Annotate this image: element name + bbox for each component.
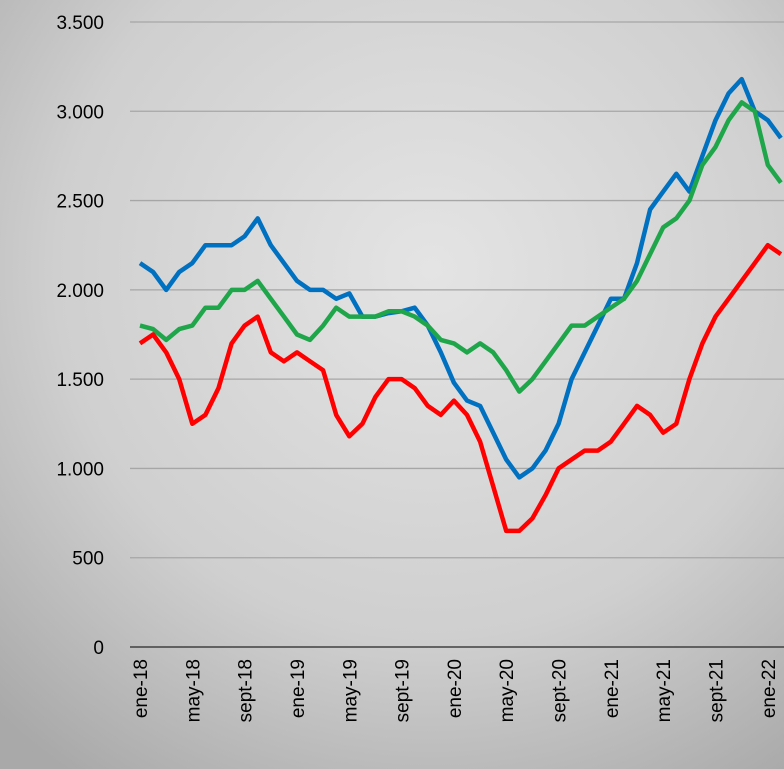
x-tick-label: sept-21 [707, 659, 728, 722]
x-tick-label: ene-18 [131, 659, 152, 718]
x-tick-label: ene-21 [602, 659, 623, 718]
x-tick-label: sept-18 [236, 659, 257, 722]
y-tick-label: 2.500 [56, 192, 104, 213]
y-tick-label: 1.500 [56, 370, 104, 391]
y-tick-label: 3.000 [56, 102, 104, 123]
y-tick-label: 2.000 [56, 281, 104, 302]
x-tick-label: may-20 [497, 659, 518, 722]
x-tick-label: may-19 [340, 659, 361, 722]
x-tick-label: sept-19 [393, 659, 414, 722]
x-tick-label: may-21 [654, 659, 675, 722]
x-tick-label: ene-19 [288, 659, 309, 718]
background [0, 0, 784, 769]
y-tick-label: 0 [93, 638, 104, 659]
y-tick-label: 3.500 [56, 13, 104, 34]
x-tick-label: ene-20 [445, 659, 466, 718]
chart: 0 500 1.000 1.500 2.000 2.500 3.000 3.500 ene-18… [0, 0, 784, 769]
y-tick-label: 1.000 [56, 459, 104, 480]
x-tick-label: sept-20 [550, 659, 571, 722]
x-tick-label: may-18 [183, 659, 204, 722]
x-tick-label: ene-22 [759, 659, 780, 718]
y-tick-label: 500 [72, 549, 104, 570]
